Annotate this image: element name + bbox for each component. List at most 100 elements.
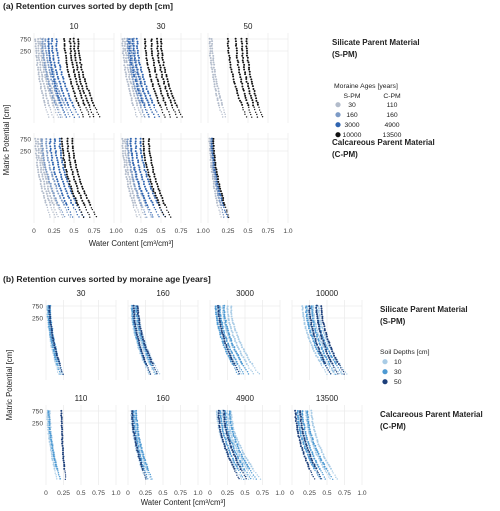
- data-point: [37, 54, 40, 57]
- data-point: [156, 199, 159, 202]
- data-point: [313, 426, 316, 429]
- facet-panel: 0 0.25 0.5 0.75 1.0: [119, 133, 206, 235]
- data-point: [61, 442, 64, 445]
- data-point: [54, 209, 56, 211]
- data-point: [149, 156, 152, 159]
- data-point: [52, 178, 55, 181]
- data-point: [37, 154, 40, 157]
- data-point: [66, 175, 69, 178]
- data-point: [58, 92, 61, 95]
- data-point: [55, 40, 58, 43]
- data-point: [143, 358, 146, 361]
- data-point: [124, 173, 127, 176]
- data-point: [176, 116, 178, 119]
- data-point: [252, 365, 254, 367]
- x-tick-label: 1.0: [193, 490, 202, 497]
- data-point: [312, 347, 315, 350]
- data-point: [304, 327, 307, 330]
- data-point: [223, 111, 225, 114]
- data-point: [329, 467, 332, 470]
- data-point: [325, 356, 328, 359]
- data-point: [83, 192, 86, 195]
- data-point: [129, 54, 132, 57]
- data-point: [301, 446, 304, 449]
- data-point: [61, 89, 64, 92]
- data-point: [155, 211, 158, 213]
- data-point: [40, 171, 43, 174]
- data-point: [61, 99, 64, 102]
- data-point: [44, 66, 47, 69]
- data-point: [138, 214, 140, 216]
- data-point: [328, 341, 331, 344]
- data-point: [318, 309, 321, 312]
- data-point: [131, 78, 134, 81]
- data-point: [218, 323, 221, 326]
- data-point: [139, 170, 142, 173]
- data-point: [155, 367, 157, 369]
- data-point: [239, 471, 242, 474]
- data-point: [145, 463, 148, 466]
- data-point: [57, 204, 60, 207]
- data-point: [332, 369, 334, 371]
- data-point: [90, 111, 93, 114]
- data-point: [232, 453, 235, 456]
- data-point: [320, 311, 323, 314]
- data-point: [321, 344, 324, 347]
- data-point: [39, 66, 42, 69]
- data-point: [309, 341, 312, 344]
- data-point: [64, 478, 67, 481]
- data-point: [324, 459, 327, 462]
- data-point: [308, 309, 311, 312]
- data-point: [49, 147, 52, 150]
- data-point: [136, 319, 139, 322]
- data-point: [139, 339, 142, 342]
- data-point: [235, 471, 237, 474]
- data-point: [323, 325, 326, 328]
- data-point: [50, 325, 53, 328]
- data-point: [242, 373, 244, 375]
- data-point: [317, 472, 319, 474]
- data-point: [313, 430, 316, 433]
- data-point: [85, 106, 87, 109]
- data-point: [60, 87, 63, 90]
- data-point: [147, 194, 150, 197]
- data-point: [65, 87, 68, 90]
- data-point: [39, 164, 42, 167]
- data-point: [300, 422, 303, 425]
- data-point: [129, 140, 132, 143]
- data-point: [309, 329, 312, 332]
- data-point: [59, 143, 62, 146]
- data-point: [230, 436, 233, 439]
- data-point: [84, 94, 87, 97]
- data-point: [144, 94, 147, 97]
- data-point: [58, 80, 61, 83]
- data-point: [229, 417, 232, 420]
- data-point: [233, 362, 236, 365]
- data-point: [70, 82, 73, 85]
- data-point: [229, 61, 232, 64]
- data-point: [139, 101, 142, 104]
- data-point: [65, 106, 67, 109]
- data-point: [174, 102, 177, 105]
- data-point: [246, 370, 249, 373]
- data-point: [71, 190, 74, 193]
- data-point: [82, 73, 85, 76]
- data-point: [58, 362, 61, 365]
- data-point: [337, 370, 339, 373]
- data-point: [298, 426, 301, 429]
- data-point: [320, 451, 323, 454]
- data-point: [214, 177, 217, 180]
- data-point: [228, 426, 231, 429]
- data-point: [144, 216, 146, 219]
- data-point: [54, 147, 57, 150]
- data-point: [67, 177, 70, 180]
- data-point: [51, 101, 54, 104]
- data-point: [140, 85, 143, 88]
- data-point: [220, 111, 223, 113]
- data-point: [67, 195, 70, 198]
- data-point: [45, 190, 48, 193]
- data-point: [64, 114, 66, 116]
- data-point: [219, 412, 222, 415]
- data-point: [53, 180, 56, 183]
- data-point: [247, 104, 250, 107]
